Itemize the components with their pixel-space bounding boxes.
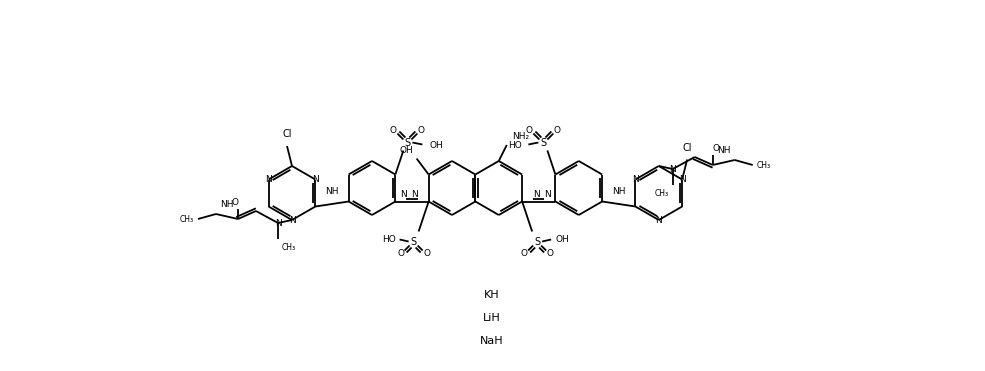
Text: NH: NH — [717, 145, 731, 154]
Text: LiH: LiH — [483, 313, 501, 323]
Text: S: S — [541, 138, 547, 148]
Text: S: S — [404, 138, 411, 148]
Text: CH₃: CH₃ — [282, 243, 296, 252]
Text: N: N — [679, 175, 686, 184]
Text: O: O — [397, 249, 404, 258]
Text: O: O — [712, 144, 719, 153]
Text: CH₃: CH₃ — [655, 189, 669, 198]
Text: CH₃: CH₃ — [756, 161, 771, 170]
Text: N: N — [412, 190, 418, 199]
Text: NH₂: NH₂ — [512, 132, 529, 141]
Text: HO: HO — [507, 141, 521, 150]
Text: OH: OH — [556, 235, 569, 244]
Text: O: O — [424, 249, 430, 258]
Text: N: N — [670, 164, 676, 174]
Text: O: O — [390, 126, 397, 135]
Text: NH: NH — [325, 187, 339, 196]
Text: O: O — [231, 198, 238, 207]
Text: N: N — [275, 219, 282, 227]
Text: O: O — [526, 126, 533, 135]
Text: O: O — [554, 126, 560, 135]
Text: N: N — [265, 175, 272, 184]
Text: NH: NH — [221, 200, 233, 209]
Text: N: N — [544, 190, 551, 199]
Text: OH: OH — [400, 145, 414, 154]
Text: O: O — [521, 249, 528, 258]
Text: NaH: NaH — [481, 336, 503, 346]
Text: N: N — [632, 175, 638, 184]
Text: Cl: Cl — [283, 129, 292, 139]
Text: O: O — [418, 126, 425, 135]
Text: O: O — [547, 249, 554, 258]
Text: OH: OH — [429, 141, 443, 150]
Text: HO: HO — [382, 235, 396, 244]
Text: N: N — [533, 190, 540, 199]
Text: Cl: Cl — [683, 142, 691, 152]
Text: N: N — [289, 216, 295, 224]
Text: CH₃: CH₃ — [180, 214, 194, 223]
Text: N: N — [400, 190, 407, 199]
Text: NH: NH — [612, 187, 625, 196]
Text: KH: KH — [485, 290, 499, 300]
Text: S: S — [411, 236, 417, 246]
Text: S: S — [534, 236, 540, 246]
Text: N: N — [655, 216, 662, 224]
Text: N: N — [312, 175, 319, 184]
